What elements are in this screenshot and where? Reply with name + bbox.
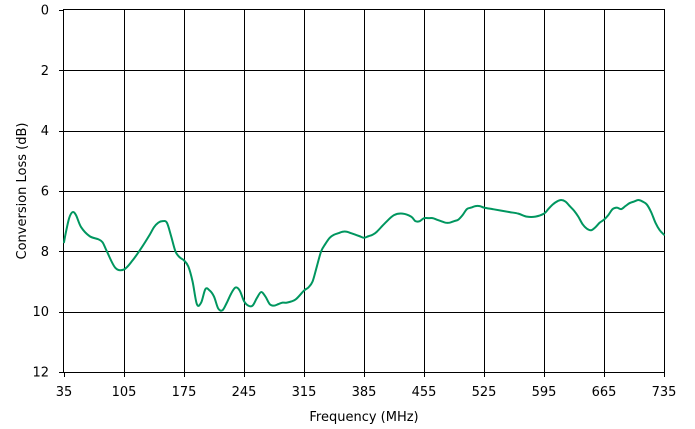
y-tick-label: 6 [41,185,49,200]
series-line-0 [63,199,665,312]
x-tick-label: 665 [592,385,617,400]
x-tick-label: 385 [352,385,377,400]
y-axis-label: Conversion Loss (dB) [15,123,30,260]
x-tick-label: 455 [412,385,437,400]
y-tick-label: 2 [41,64,49,79]
y-tick-label: 12 [32,366,49,381]
grid [64,10,664,372]
x-tick-label: 525 [472,385,497,400]
x-axis-ticks: 35 105 175 245 315 385 455 525 595 665 735 [56,372,677,400]
x-tick-label: 735 [652,385,677,400]
x-tick-label: 245 [232,385,257,400]
y-tick-label: 0 [41,4,49,19]
x-tick-label: 35 [56,385,73,400]
y-tick-label: 8 [41,245,49,260]
x-tick-label: 595 [532,385,557,400]
y-axis-ticks: 0 2 4 6 8 10 12 [32,4,64,381]
series-layer [63,199,665,312]
x-axis-label: Frequency (MHz) [309,410,418,425]
y-tick-label: 4 [41,124,49,139]
x-tick-label: 315 [292,385,317,400]
y-tick-label: 10 [32,305,49,320]
x-tick-label: 175 [172,385,197,400]
x-tick-label: 105 [112,385,137,400]
